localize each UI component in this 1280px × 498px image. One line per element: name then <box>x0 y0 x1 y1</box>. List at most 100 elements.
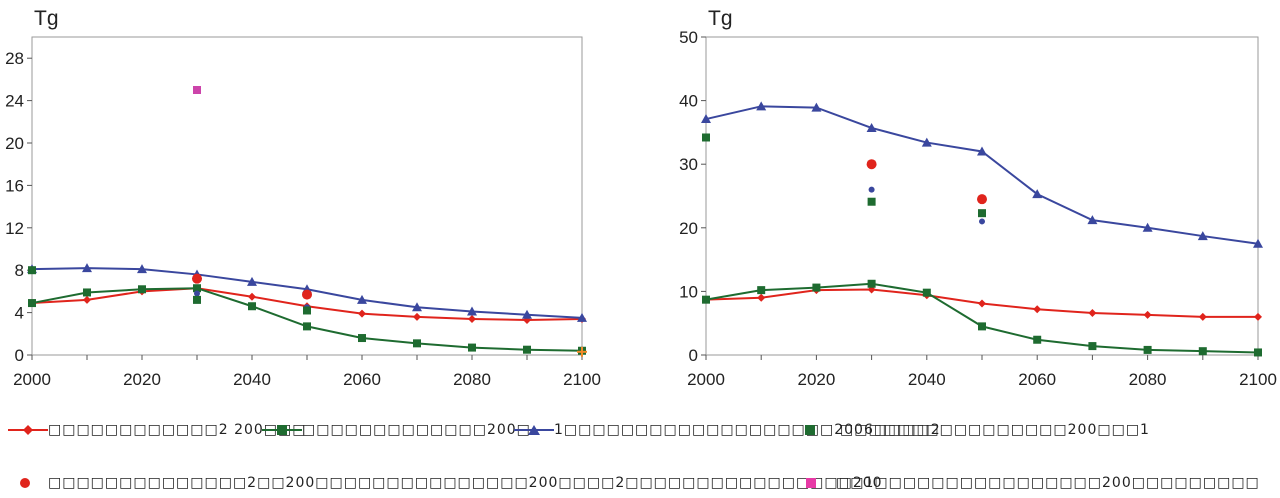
chart1-series-1-point-2030 <box>193 284 201 293</box>
chart1-ytick-label-24: 24 <box>5 92 24 111</box>
legend-entry-blue-triangle: 1□□□□□□□□□□□□□□□□□□□2006□□□□2 <box>514 418 941 442</box>
chart2-series-2-point-2020 <box>811 102 822 112</box>
chart2-xtick-label-2000: 2000 <box>687 370 725 389</box>
chart2-series-2-point-2050 <box>977 146 987 156</box>
legend-label-magenta-square: □□1□□□□□□□□□□□□□□□□200□□□□□□□□□ <box>836 475 1260 491</box>
chart2-marker-1 <box>866 159 877 170</box>
chart1-series-0-point-2040 <box>248 292 256 301</box>
chart1-series-1-point-2010 <box>83 288 91 297</box>
chart1-ytick-label-12: 12 <box>5 219 24 238</box>
chart1-marker-0 <box>28 266 36 275</box>
legend-swatch-magenta-square <box>806 478 816 488</box>
chart2-xtick-label-2020: 2020 <box>797 370 835 389</box>
legend-entry-red-diamond: □□□□□□□□□□□□2 200□□□ <box>8 418 307 442</box>
chart2-xtick-label-2100: 2100 <box>1239 370 1277 389</box>
chart1-series-2-point-2010 <box>82 263 92 273</box>
chart2-ylabel: Tg <box>708 7 733 30</box>
chart1-ytick-label-0: 0 <box>15 346 24 365</box>
legend-swatch-green-square-point <box>805 425 815 435</box>
chart1-xtick-label-2020: 2020 <box>123 370 161 389</box>
chart2-ytick-label-50: 50 <box>679 28 698 47</box>
chart1-series-1-point-2020 <box>138 285 146 294</box>
chart2-ytick-label-30: 30 <box>679 155 698 174</box>
legend-label-blue-triangle: 1□□□□□□□□□□□□□□□□□□□2006□□□□2 <box>554 422 941 438</box>
chart1-ylabel: Tg <box>34 7 59 30</box>
chart2-series-2-point-2000 <box>701 114 711 124</box>
chart2-series-2-point-2070 <box>1087 215 1098 225</box>
chart2-series-1-point-2010 <box>757 286 766 295</box>
chart1-ytick-label-16: 16 <box>5 176 24 195</box>
chart2-series-0-point-2080 <box>1143 310 1152 319</box>
chart1-ytick-label-4: 4 <box>15 304 24 323</box>
chart2-xtick-label-2060: 2060 <box>1018 370 1056 389</box>
legend-entry-green-square-point: □□□□□□□□□□□□□□□□200□□□1 <box>800 418 1150 442</box>
chart2-series-0-point-2070 <box>1088 309 1097 318</box>
chart2-series-1-point-2000 <box>702 295 710 304</box>
chart1-ytick-label-8: 8 <box>15 261 24 280</box>
legend-label-red-circle: □□□□□□□□□□□□□□2□□200□□□□□□□□□□□□□□□200□□… <box>48 475 883 491</box>
chart2-series-0-point-2010 <box>757 293 766 302</box>
chart1-series-2-point-2040 <box>247 276 257 286</box>
chart2-ytick-label-20: 20 <box>679 219 698 238</box>
chart2-series-2-point-2010 <box>756 101 767 111</box>
chart2-xtick-label-2080: 2080 <box>1129 370 1167 389</box>
chart1-xtick-label-2080: 2080 <box>453 370 491 389</box>
chart1-marker-3 <box>193 295 201 304</box>
chart2-series-0-point-2100 <box>1254 312 1262 321</box>
chart2-ytick-label-0: 0 <box>689 346 698 365</box>
legend-label-green-square: □□□□□□□□□□□□□200□ <box>302 422 531 438</box>
chart2-ytick-label-10: 10 <box>679 282 698 301</box>
chart2-marker-4 <box>977 194 987 205</box>
chart2-series-1-point-2050 <box>978 322 986 331</box>
chart1-marker-4 <box>193 86 201 94</box>
chart2-marker-3 <box>867 197 876 206</box>
chart2-xtick-label-2040: 2040 <box>908 370 946 389</box>
chart2-series-2-point-2030 <box>866 122 877 132</box>
chart2-marker-5 <box>979 218 985 225</box>
chart2-series-1-point-2070 <box>1088 342 1097 351</box>
chart2-series-0-point-2060 <box>1033 305 1042 314</box>
chart2-ytick-label-40: 40 <box>679 92 698 111</box>
chart1-xtick-label-2040: 2040 <box>233 370 271 389</box>
chart1-series-0-point-2010 <box>83 295 91 304</box>
chart2-series-1-point-2030 <box>867 279 876 288</box>
chart2-marker-0 <box>702 133 710 142</box>
chart1-xtick-label-2000: 2000 <box>13 370 51 389</box>
legend-swatch-red-circle <box>20 478 30 488</box>
chart1-series-2-point-2060 <box>357 294 367 304</box>
chart1-series-0-point-2060 <box>358 309 366 318</box>
chart1-series-1-point-2000 <box>28 299 36 308</box>
chart1-series-1-point-2050 <box>303 322 311 331</box>
chart2-series-2-point-2090 <box>1197 231 1208 241</box>
chart1-series-0-point-2070 <box>413 312 421 321</box>
chart2-series-1-point-2060 <box>1033 335 1042 344</box>
chart2-series-1-point-2090 <box>1198 347 1207 356</box>
chart1-series-1-point-2070 <box>413 339 421 348</box>
legend-swatch-red-diamond <box>8 425 48 435</box>
legend-entry-magenta-square: □□1□□□□□□□□□□□□□□□□200□□□□□□□□□ <box>796 471 1260 495</box>
chart2-series-0-point-2090 <box>1198 312 1207 321</box>
chart2-series-2-point-2100 <box>1253 238 1263 248</box>
chart2-series-1-point-2040 <box>922 288 931 297</box>
legend-row-1: □□□□□□□□□□□□2 200□□□ □□□□□□□□□□□□□200□ 1… <box>0 418 1280 442</box>
chart1-series-2-point-2080 <box>467 306 477 316</box>
chart1-marker-2 <box>194 290 200 297</box>
legend-label-red-diamond: □□□□□□□□□□□□2 200□□□ <box>48 422 307 438</box>
chart1-marker-8 <box>577 346 587 357</box>
legend-swatch-green-square <box>262 425 302 435</box>
chart2-marker-6 <box>978 209 986 218</box>
chart1-series-2-point-2100 <box>577 312 587 322</box>
chart1-xtick-label-2100: 2100 <box>563 370 601 389</box>
chart2-series-1-point-2100 <box>1254 348 1262 357</box>
chart2-marker-2 <box>868 186 875 193</box>
chart1-series-2-point-2020 <box>137 264 147 274</box>
chart1-marker-1 <box>192 273 202 284</box>
chart1-series-2-point-2070 <box>412 302 422 312</box>
chart1-series-1-point-2060 <box>358 334 366 343</box>
chart1-marker-5 <box>302 289 312 300</box>
chart1-series-1-point-2090 <box>523 345 531 354</box>
chart1-series-2-point-2090 <box>522 309 532 319</box>
chart1-marker-7 <box>303 306 311 315</box>
